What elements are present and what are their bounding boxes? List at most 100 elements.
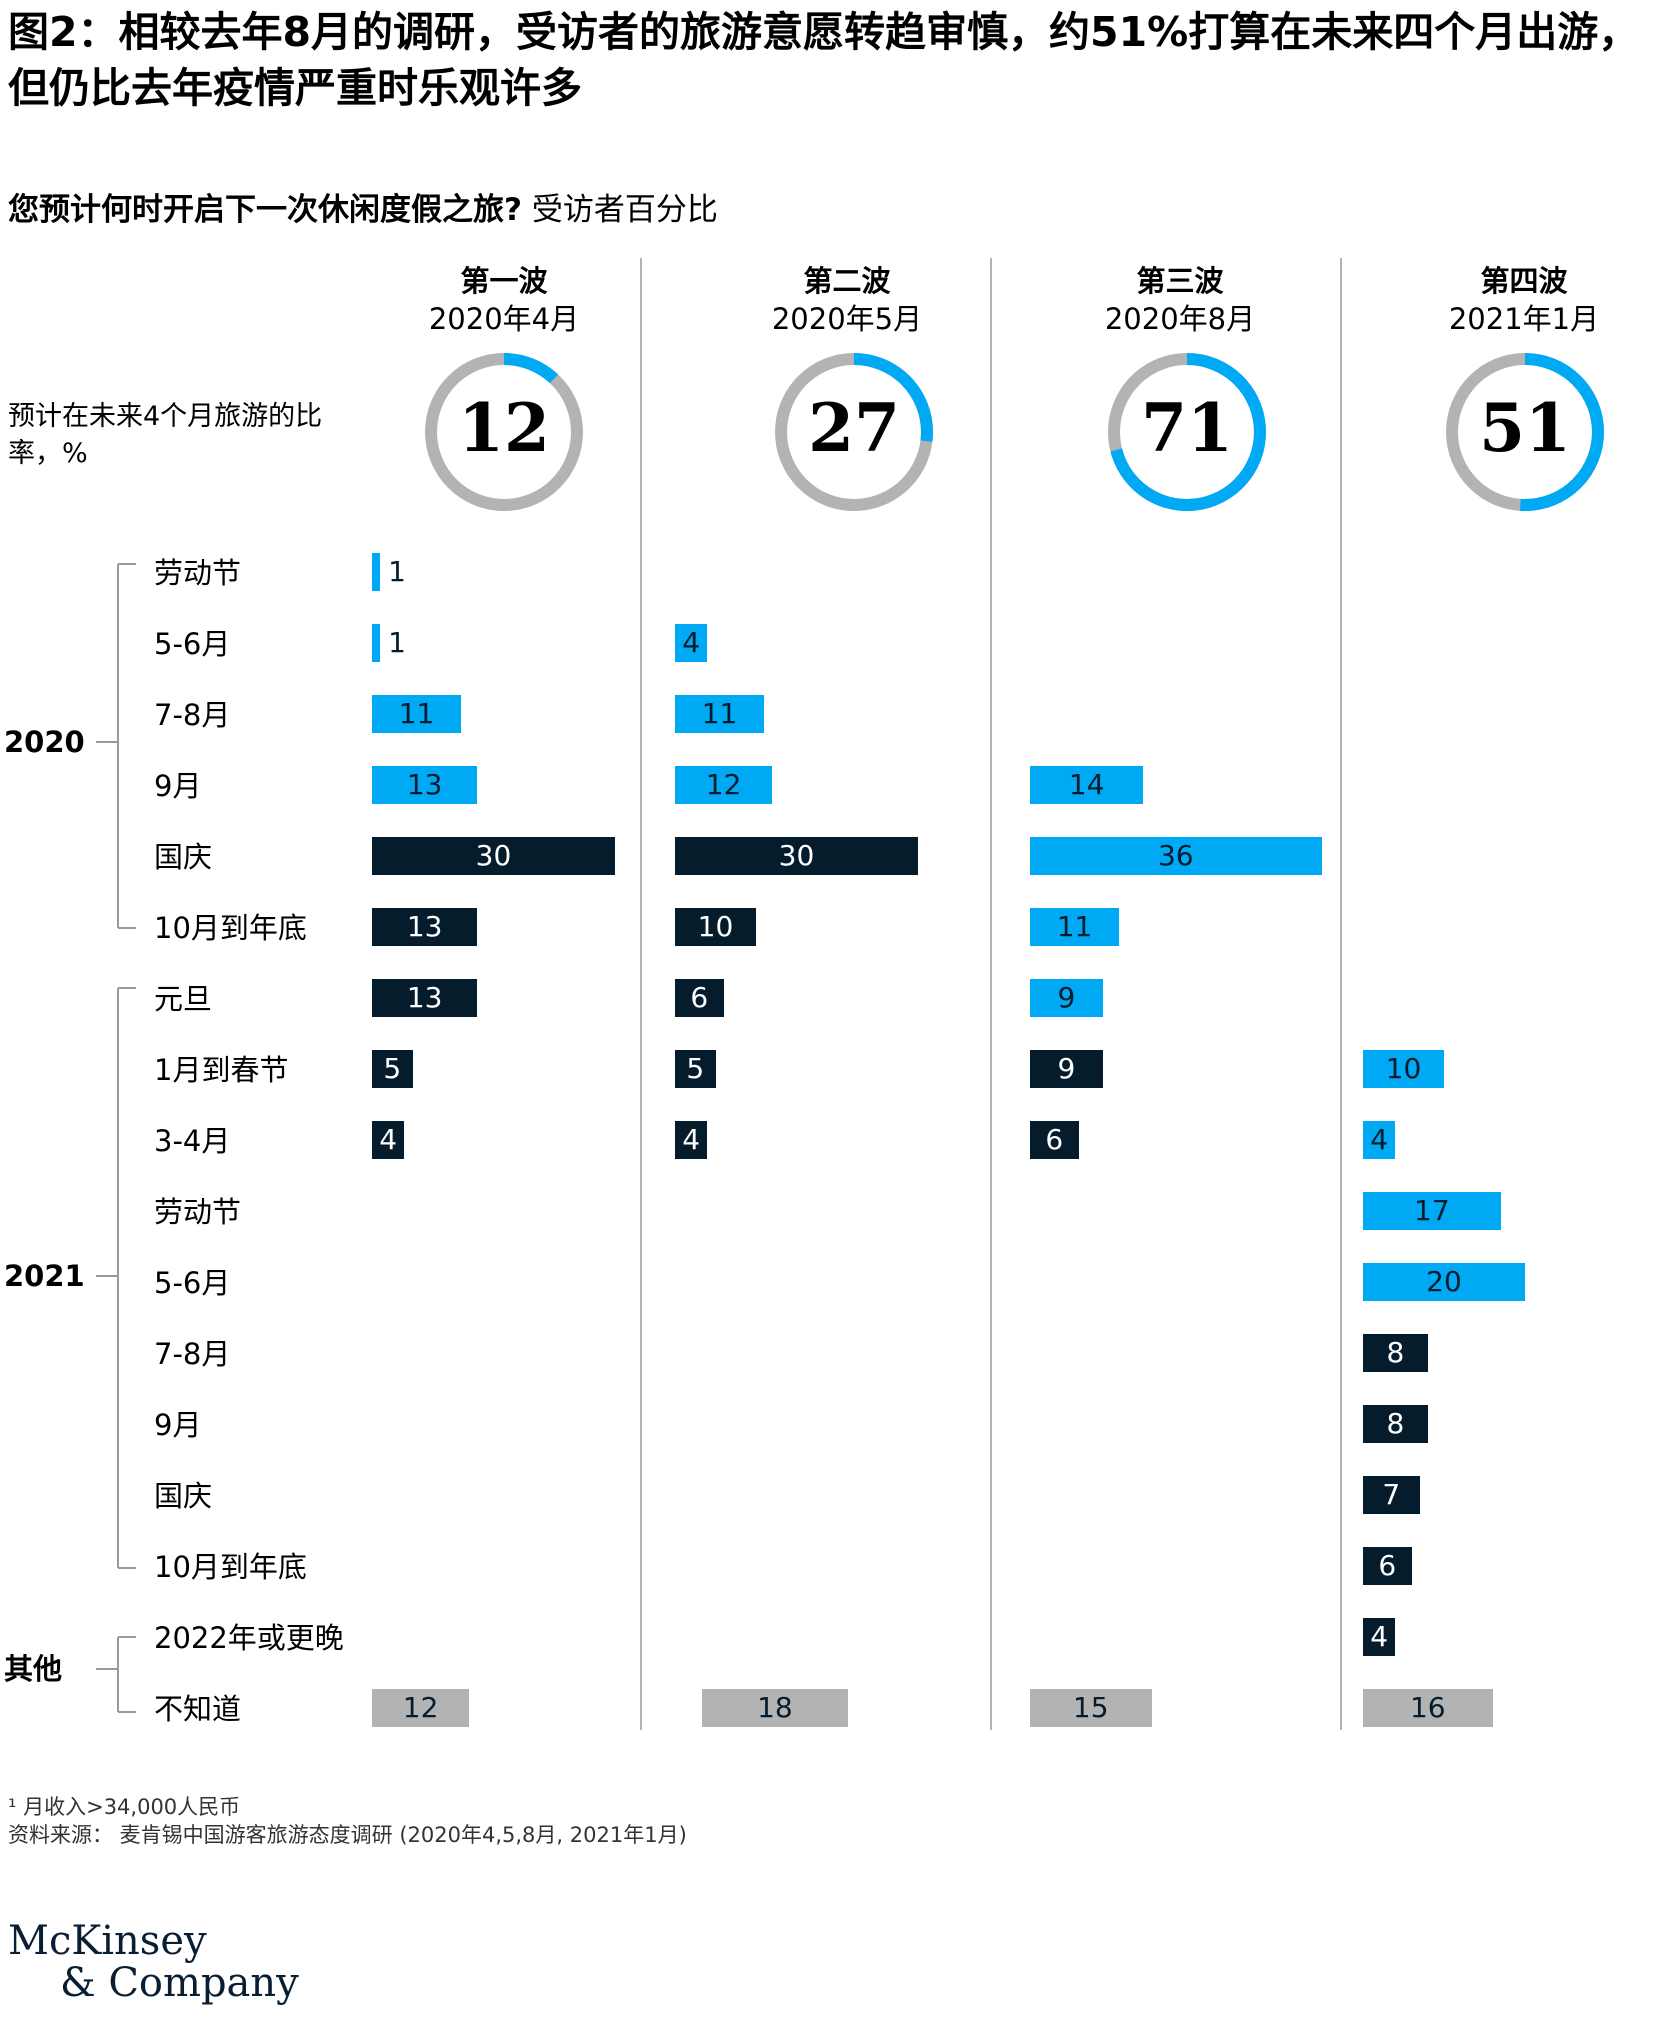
bar-wave-1 xyxy=(372,624,381,662)
bar-value-label: 18 xyxy=(757,1691,793,1724)
bar-wave-2 xyxy=(702,1689,848,1727)
column-divider xyxy=(1340,258,1342,1730)
bar-value-label: 11 xyxy=(1056,910,1093,943)
row-label: 10月到年底 xyxy=(154,1550,307,1584)
bar-value-label: 4 xyxy=(379,1123,398,1156)
bar-value-label: 13 xyxy=(406,910,443,943)
bar-wave-4 xyxy=(1363,1547,1412,1585)
bar-wave-4 xyxy=(1363,1263,1525,1301)
bar-value-label: 16 xyxy=(1409,1691,1446,1724)
row-label: 9月 xyxy=(154,1408,202,1442)
chart-question: 您预计何时开启下一次休闲度假之旅? xyxy=(8,192,522,228)
wave-2-date: 2020年5月 xyxy=(771,302,923,336)
bar-value-label: 13 xyxy=(406,981,443,1014)
wave-2-title: 第二波 xyxy=(803,264,891,298)
bar-value-label: 6 xyxy=(1378,1549,1397,1582)
bar-value-label: 6 xyxy=(1045,1123,1064,1156)
ring-label: 预计在未来4个月旅游的比率，% xyxy=(8,401,323,469)
bar-wave-1 xyxy=(372,1689,470,1727)
wave-3-ring-value: 71 xyxy=(1141,389,1233,467)
bar-wave-4 xyxy=(1363,1192,1501,1230)
bar-value-label: 4 xyxy=(1370,1620,1389,1653)
bar-wave-1 xyxy=(372,1121,405,1159)
wave-1-ring-value: 12 xyxy=(458,389,550,467)
row-label: 7-8月 xyxy=(154,698,231,732)
bar-wave-4 xyxy=(1363,1121,1396,1159)
bar-value-label: 13 xyxy=(406,768,443,801)
bar-wave-1 xyxy=(372,1050,413,1088)
chart-unit: 受访者百分比 xyxy=(521,192,718,228)
bar-value-label: 17 xyxy=(1414,1194,1450,1227)
bar-wave-3 xyxy=(1030,837,1322,875)
bar-value-label: 4 xyxy=(682,1123,701,1156)
bar-wave-4 xyxy=(1363,1050,1444,1088)
bar-wave-2 xyxy=(675,979,724,1017)
logo-line-1: McKinsey xyxy=(8,1918,207,1964)
bar-value-label: 9 xyxy=(1057,1052,1076,1085)
wave-4-title: 第四波 xyxy=(1480,264,1568,298)
bar-wave-2 xyxy=(675,1121,708,1159)
page-title: 图2：相较去年8月的调研，受访者的旅游意愿转趋审慎，约51%打算在未来四个月出游… xyxy=(8,8,1640,112)
column-divider xyxy=(990,258,992,1730)
bar-value-label: 6 xyxy=(690,981,709,1014)
bar-wave-2 xyxy=(675,837,918,875)
wave-4-date: 2021年1月 xyxy=(1448,302,1600,336)
chart-subtitle: 您预计何时开启下一次休闲度假之旅? 受访者百分比 xyxy=(8,184,718,229)
bar-wave-4 xyxy=(1363,1405,1428,1443)
ring-arc-wave-4 xyxy=(1446,353,1604,511)
bar-wave-4 xyxy=(1363,1689,1493,1727)
ring-arc-wave-1 xyxy=(425,353,583,511)
ring-arc-wave-3 xyxy=(1108,353,1266,511)
bar-value-label: 8 xyxy=(1386,1336,1405,1369)
bar-wave-3 xyxy=(1030,1050,1103,1088)
bar-value-label: 12 xyxy=(705,768,742,801)
mckinsey-logo: McKinsey & Company xyxy=(8,1920,299,2004)
bar-value-label: 5 xyxy=(686,1052,705,1085)
logo-line-2: & Company xyxy=(60,1960,299,2006)
bar-wave-1 xyxy=(372,908,478,946)
row-label: 5-6月 xyxy=(154,627,231,661)
wave-2-ring-value: 27 xyxy=(808,389,900,467)
row-label: 1月到春节 xyxy=(154,1053,289,1087)
row-label: 5-6月 xyxy=(154,1266,231,1300)
bar-value-label: 1 xyxy=(388,626,406,659)
column-divider xyxy=(640,258,642,1730)
row-label: 7-8月 xyxy=(154,1337,231,1371)
wave-3-date: 2020年8月 xyxy=(1104,302,1256,336)
bar-wave-4 xyxy=(1363,1476,1420,1514)
bar-value-label: 9 xyxy=(1057,981,1076,1014)
wave-1-date: 2020年4月 xyxy=(428,302,580,336)
bar-wave-1 xyxy=(372,979,478,1017)
bar-wave-2 xyxy=(675,624,708,662)
bar-wave-1 xyxy=(372,695,462,733)
row-label: 2022年或更晚 xyxy=(154,1621,344,1655)
bar-wave-3 xyxy=(1030,1689,1152,1727)
group-label-2021: 2021 xyxy=(4,1259,85,1293)
bar-value-label: 30 xyxy=(475,839,512,872)
bar-wave-4 xyxy=(1363,1618,1396,1656)
row-label: 9月 xyxy=(154,769,202,803)
row-label: 劳动节 xyxy=(154,1195,242,1229)
donut-rings xyxy=(425,353,1604,511)
row-label: 国庆 xyxy=(154,1479,213,1513)
bar-value-label: 1 xyxy=(388,555,406,588)
bar-value-label: 4 xyxy=(1370,1123,1389,1156)
ring-arc-wave-2 xyxy=(775,353,933,511)
bar-wave-1 xyxy=(372,553,381,591)
bar-wave-4 xyxy=(1363,1334,1428,1372)
bar-value-label: 11 xyxy=(398,697,435,730)
bar-wave-3 xyxy=(1030,908,1120,946)
bar-wave-3 xyxy=(1030,1121,1079,1159)
bar-value-label: 4 xyxy=(682,626,701,659)
bar-value-label: 36 xyxy=(1157,839,1194,872)
wave-3-title: 第三波 xyxy=(1136,264,1224,298)
bar-wave-2 xyxy=(675,695,765,733)
bar-value-label: 12 xyxy=(402,1691,439,1724)
bar-wave-2 xyxy=(675,908,756,946)
group-label-other: 其他 xyxy=(4,1652,63,1686)
bar-wave-3 xyxy=(1030,766,1144,804)
bar-wave-1 xyxy=(372,837,615,875)
bar-value-label: 30 xyxy=(778,839,815,872)
bar-value-label: 8 xyxy=(1386,1407,1405,1440)
